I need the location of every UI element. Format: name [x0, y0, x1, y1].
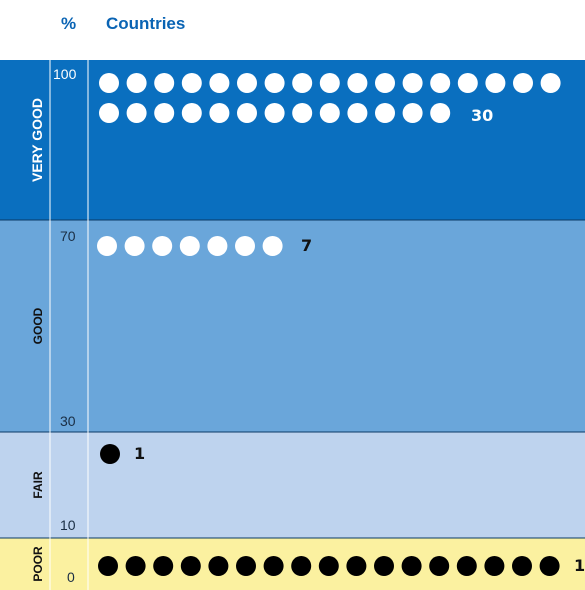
country-dot-very-good: [485, 73, 506, 93]
tick-100: 100: [53, 66, 77, 82]
count-label-fair: 1: [134, 444, 145, 463]
country-dot-very-good: [430, 73, 451, 93]
country-dot-poor: [539, 556, 560, 576]
country-dot-poor: [153, 556, 174, 576]
country-dot-very-good: [237, 73, 257, 93]
country-dot-very-good: [209, 73, 230, 93]
band-label-good: GOOD: [31, 307, 45, 344]
country-dot-poor: [401, 556, 422, 576]
country-dot-very-good: [154, 103, 175, 123]
country-dot-very-good: [375, 73, 395, 93]
country-dot-very-good: [292, 103, 313, 123]
count-label-good: 7: [301, 236, 312, 255]
dots-layer: [97, 73, 561, 576]
country-dot-poor: [374, 556, 394, 576]
country-dot-very-good: [126, 103, 147, 123]
country-dot-very-good: [457, 73, 478, 93]
tick-30: 30: [60, 413, 76, 429]
country-dot-very-good: [430, 103, 451, 123]
tick-0: 0: [67, 569, 75, 585]
country-dot-very-good: [402, 73, 423, 93]
country-dot-very-good: [402, 103, 423, 123]
count-label-very-good: 30: [471, 106, 493, 125]
country-dot-poor: [291, 556, 312, 576]
country-dot-very-good: [126, 73, 147, 93]
country-dot-poor: [484, 556, 505, 576]
country-dot-good: [262, 236, 283, 256]
band-fair: [0, 432, 585, 538]
country-dot-poor: [318, 556, 339, 576]
country-dot-very-good: [319, 73, 340, 93]
country-dot-poor: [125, 556, 146, 576]
tick-70: 70: [60, 228, 76, 244]
count-label-poor: 1: [574, 556, 585, 575]
band-good: [0, 220, 585, 432]
country-dot-very-good: [209, 103, 230, 123]
country-dot-good: [235, 236, 255, 256]
country-dot-poor: [456, 556, 477, 576]
band-label-fair: FAIR: [31, 471, 45, 499]
country-dot-good: [124, 236, 145, 256]
country-dot-very-good: [237, 103, 257, 123]
country-dot-poor: [263, 556, 284, 576]
country-dot-very-good: [154, 73, 175, 93]
country-dot-very-good: [513, 73, 533, 93]
country-dot-good: [152, 236, 173, 256]
country-dot-good: [179, 236, 200, 256]
country-dot-very-good: [347, 103, 368, 123]
country-dot-poor: [429, 556, 450, 576]
country-dot-very-good: [264, 103, 285, 123]
country-dot-poor: [208, 556, 229, 576]
country-dot-very-good: [540, 73, 561, 93]
country-dot-poor: [512, 556, 532, 576]
country-dot-good: [97, 236, 117, 256]
country-dot-poor: [236, 556, 256, 576]
country-dot-very-good: [347, 73, 368, 93]
percent-axis-header: %: [61, 14, 77, 33]
country-dot-very-good: [99, 103, 119, 123]
country-dot-very-good: [319, 103, 340, 123]
country-dot-very-good: [292, 73, 313, 93]
country-dot-very-good: [375, 103, 395, 123]
country-dot-very-good: [181, 73, 202, 93]
country-dot-poor: [180, 556, 201, 576]
tick-10: 10: [60, 517, 76, 533]
country-dot-poor: [346, 556, 367, 576]
country-dot-very-good: [181, 103, 202, 123]
countries-header: Countries: [106, 14, 186, 33]
country-dot-poor: [98, 556, 118, 576]
band-label-very-good: VERY GOOD: [29, 98, 45, 182]
country-dot-good: [207, 236, 228, 256]
country-dot-fair: [100, 444, 120, 464]
band-label-poor: POOR: [31, 546, 45, 582]
country-dot-very-good: [264, 73, 285, 93]
country-dot-very-good: [99, 73, 119, 93]
